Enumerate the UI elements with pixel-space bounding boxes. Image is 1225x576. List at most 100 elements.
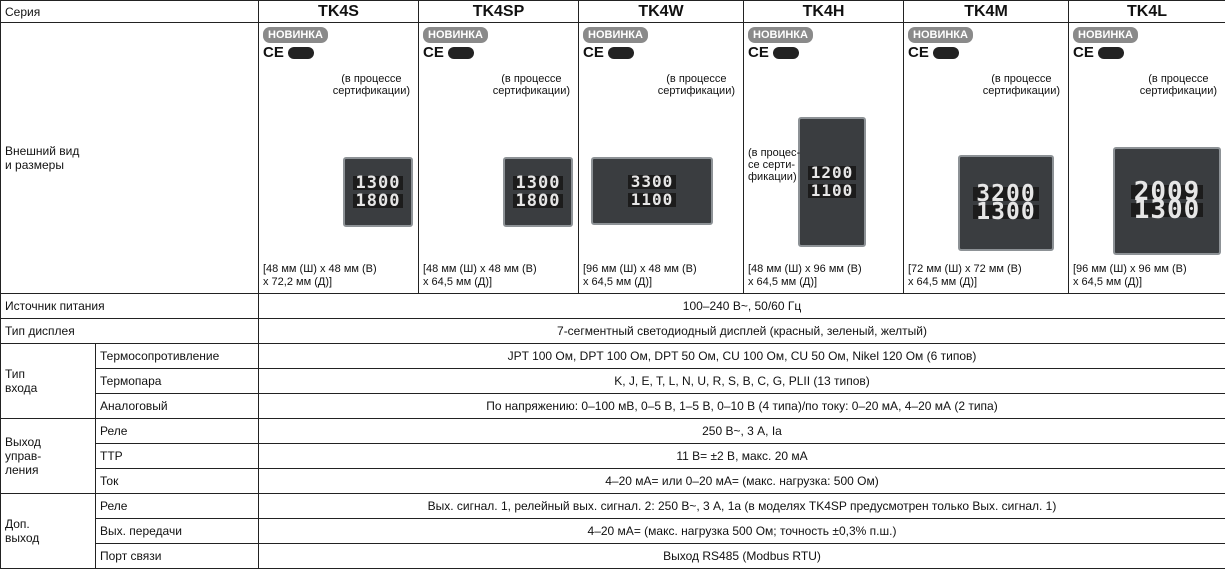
appearance-cell: НОВИНКА CE 2009 1300 (в процессе сертификаци… bbox=[1068, 22, 1225, 294]
device-image: 1300 1800 bbox=[343, 157, 413, 227]
ul-icon bbox=[772, 47, 799, 59]
ul-icon bbox=[447, 47, 474, 59]
spec-row: Тип дисплея 7-сегментный светодиодный дис… bbox=[0, 318, 1225, 344]
row-label: Термосопротивление bbox=[95, 343, 259, 369]
cert-row: CE bbox=[423, 44, 576, 61]
cert-note: (в процессе сертификации) bbox=[657, 73, 735, 97]
cert-note: (в процес- се серти- фикации) bbox=[748, 147, 801, 183]
row-value: K, J, E, T, L, N, U, R, S, B, C, G, PLII… bbox=[258, 368, 1225, 394]
row-value: 7-сегментный светодиодный дисплей (красн… bbox=[258, 318, 1225, 344]
cert-row: CE bbox=[1073, 44, 1223, 61]
model-name: TK4H bbox=[743, 0, 904, 23]
ul-icon bbox=[1097, 47, 1124, 59]
appearance-row: Внешний вид и размеры НОВИНКА CE 1300 1800 (в… bbox=[0, 22, 1225, 294]
spec-row: Источник питания 100–240 В~, 50/60 Гц bbox=[0, 293, 1225, 319]
appearance-cell: НОВИНКА CE 1300 1800 (в процессе сертификаци… bbox=[418, 22, 579, 294]
appearance-cell: НОВИНКА CE 1300 1800 (в процессе сертификаци… bbox=[258, 22, 419, 294]
size-text: [96 мм (Ш) x 48 мм (В) x 64,5 мм (Д)] bbox=[583, 263, 697, 288]
ce-mark: CE bbox=[748, 44, 769, 61]
cert-note: (в процессе сертификации) bbox=[1139, 73, 1217, 97]
appearance-cell: НОВИНКА CE 3300 1100 (в процессе сертификаци… bbox=[578, 22, 744, 294]
cell-box: НОВИНКА CE 2009 1300 (в процессе сертификаци… bbox=[1073, 27, 1223, 289]
new-badge: НОВИНКА bbox=[748, 27, 813, 43]
group-label: Доп. выход bbox=[0, 493, 96, 569]
row-value: 250 В~, 3 А, Ia bbox=[258, 418, 1225, 444]
ce-mark: CE bbox=[423, 44, 444, 61]
row-value: 4–20 мА= (макс. нагрузка 500 Ом; точност… bbox=[258, 518, 1225, 544]
ce-mark: CE bbox=[908, 44, 929, 61]
row-label: Источник питания bbox=[0, 293, 259, 319]
row-value: 100–240 В~, 50/60 Гц bbox=[258, 293, 1225, 319]
cell-box: НОВИНКА CE 1300 1800 (в процессе сертификаци… bbox=[263, 27, 416, 289]
size-text: [72 мм (Ш) x 72 мм (В) x 64,5 мм (Д)] bbox=[908, 263, 1022, 288]
cert-row: CE bbox=[263, 44, 416, 61]
ul-icon bbox=[287, 47, 314, 59]
cert-note: (в процессе сертификации) bbox=[492, 73, 570, 97]
spec-row: Тип входа Термосопротивление JPT 100 Ом, D… bbox=[0, 343, 1225, 419]
spec-row: Порт связи Выход RS485 (Modbus RTU) bbox=[1, 543, 1225, 569]
series-label: Серия bbox=[0, 0, 259, 23]
display-digits: 1100 bbox=[807, 183, 857, 199]
size-text: [48 мм (Ш) x 48 мм (В) x 72,2 мм (Д)] bbox=[263, 263, 377, 288]
group-label: Выход управ- ления bbox=[0, 418, 96, 494]
row-label: Реле bbox=[95, 418, 259, 444]
display-digits: 1300 bbox=[512, 175, 564, 192]
cell-box: НОВИНКА CE 3200 1300 (в процессе сертификаци… bbox=[908, 27, 1066, 289]
spec-row: ТТР 11 В= ±2 В, макс. 20 мА bbox=[1, 443, 1225, 469]
size-text: [48 мм (Ш) x 96 мм (В) x 64,5 мм (Д)] bbox=[748, 263, 862, 288]
ul-icon bbox=[932, 47, 959, 59]
display-digits: 1200 bbox=[807, 165, 857, 181]
appearance-cell: НОВИНКА CE 1200 1100 (в процес- се серти- фи… bbox=[743, 22, 904, 294]
spec-row: Вых. передачи 4–20 мА= (макс. нагрузка 50… bbox=[1, 518, 1225, 544]
model-name: TK4SP bbox=[418, 0, 579, 23]
device-image: 3300 1100 bbox=[591, 157, 713, 225]
new-badge: НОВИНКА bbox=[908, 27, 973, 43]
cert-note: (в процессе сертификации) bbox=[982, 73, 1060, 97]
row-value: JPT 100 Ом, DPT 100 Ом, DPT 50 Ом, CU 10… bbox=[258, 343, 1225, 369]
display-digits: 1300 bbox=[352, 175, 404, 192]
device-image: 2009 1300 bbox=[1113, 147, 1221, 255]
ce-mark: CE bbox=[263, 44, 284, 61]
row-label: Термопара bbox=[95, 368, 259, 394]
size-text: [48 мм (Ш) x 48 мм (В) x 64,5 мм (Д)] bbox=[423, 263, 537, 288]
display-digits: 1300 bbox=[973, 201, 1039, 224]
cell-box: НОВИНКА CE 3300 1100 (в процессе сертификаци… bbox=[583, 27, 741, 289]
group-label: Тип входа bbox=[0, 343, 96, 419]
row-label: Ток bbox=[95, 468, 259, 494]
ce-mark: CE bbox=[1073, 44, 1094, 61]
model-name: TK4S bbox=[258, 0, 419, 23]
spec-row: Аналоговый По напряжению: 0–100 мВ, 0–5 В… bbox=[1, 393, 1225, 419]
new-badge: НОВИНКА bbox=[423, 27, 488, 43]
ce-mark: CE bbox=[583, 44, 604, 61]
row-value: По напряжению: 0–100 мВ, 0–5 В, 1–5 В, 0… bbox=[258, 393, 1225, 419]
cert-note: (в процессе сертификации) bbox=[332, 73, 410, 97]
new-badge: НОВИНКА bbox=[1073, 27, 1138, 43]
display-digits: 3200 bbox=[973, 183, 1039, 206]
row-label: Тип дисплея bbox=[0, 318, 259, 344]
ul-icon bbox=[607, 47, 634, 59]
row-label: Аналоговый bbox=[95, 393, 259, 419]
display-digits: 1800 bbox=[512, 193, 564, 210]
header-row: Серия TK4S TK4SP TK4W TK4H TK4M TK4L bbox=[0, 0, 1225, 23]
cert-row: CE bbox=[583, 44, 741, 61]
row-label: Реле bbox=[95, 493, 259, 519]
appearance-cell: НОВИНКА CE 3200 1300 (в процессе сертификаци… bbox=[903, 22, 1069, 294]
spec-row: Доп. выход Реле Вых. сигнал. 1, релейный в… bbox=[0, 493, 1225, 569]
cell-box: НОВИНКА CE 1300 1800 (в процессе сертификаци… bbox=[423, 27, 576, 289]
new-badge: НОВИНКА bbox=[583, 27, 648, 43]
new-badge: НОВИНКА bbox=[263, 27, 328, 43]
row-value: Вых. сигнал. 1, релейный вых. сигнал. 2:… bbox=[258, 493, 1225, 519]
cell-box: НОВИНКА CE 1200 1100 (в процес- се серти- фи… bbox=[748, 27, 901, 289]
spec-row: Выход управ- ления Реле 250 В~, 3 А, Ia bbox=[0, 418, 1225, 494]
model-name: TK4M bbox=[903, 0, 1069, 23]
row-value: Выход RS485 (Modbus RTU) bbox=[258, 543, 1225, 569]
spec-row: Термопара K, J, E, T, L, N, U, R, S, B, C… bbox=[1, 368, 1225, 394]
row-label: Внешний вид и размеры bbox=[0, 22, 259, 294]
display-digits: 1800 bbox=[352, 193, 404, 210]
size-text: [96 мм (Ш) x 96 мм (В) x 64,5 мм (Д)] bbox=[1073, 263, 1187, 288]
cert-row: CE bbox=[748, 44, 901, 61]
